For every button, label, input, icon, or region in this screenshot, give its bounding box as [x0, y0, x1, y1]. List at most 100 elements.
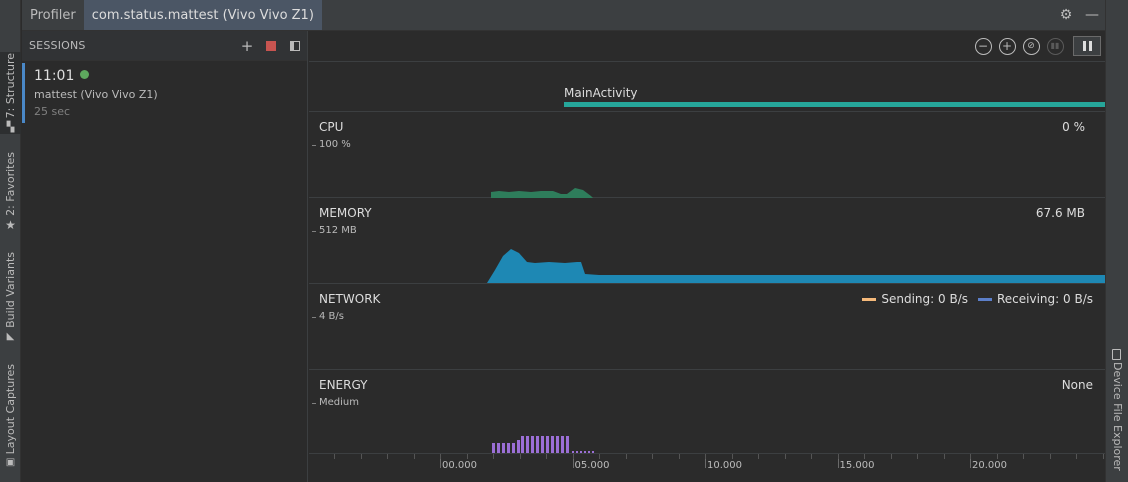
add-session-button[interactable]: +: [240, 36, 254, 55]
session-time: 11:01: [34, 68, 75, 84]
axis-minor-tick: [758, 454, 759, 459]
toggle-sessions-button[interactable]: [283, 40, 307, 51]
profiler-toolbar: − + ⊘ ▮▮: [309, 31, 1105, 62]
star-icon: ★: [5, 218, 16, 233]
axis-minor-tick: [970, 454, 971, 459]
cpu-usage-area: [491, 188, 593, 198]
pause-icon: [1082, 41, 1086, 51]
zoom-out-icon: −: [977, 39, 989, 53]
energy-usage-bars: [492, 436, 594, 453]
structure-icon: ▚: [6, 121, 15, 133]
energy-monitor[interactable]: ENERGY Medium None: [309, 370, 1105, 453]
left-tool-stripe: 7: Structure ▚ 2: Favorites ★ Build Vari…: [0, 0, 21, 482]
live-status-icon: [80, 70, 90, 79]
axis-minor-tick: [785, 454, 786, 459]
energy-chart: [492, 436, 594, 453]
axis-major-tick: [440, 454, 441, 468]
reset-zoom-icon: ⊘: [1027, 40, 1035, 51]
cpu-value: 0 %: [1062, 120, 1085, 134]
activity-bar[interactable]: [564, 102, 1105, 107]
axis-major-tick: [705, 454, 706, 468]
jump-to-live-icon: ▮▮: [1050, 41, 1060, 50]
axis-minor-tick: [626, 454, 627, 459]
sessions-panel: SESSIONS + 11:01 mattest (Vivo Vivo Z1) …: [22, 31, 308, 482]
memory-value: 67.6 MB: [1035, 206, 1085, 220]
axis-minor-tick: [652, 454, 653, 459]
pause-button[interactable]: [1073, 36, 1101, 56]
sessions-title: SESSIONS: [29, 39, 86, 52]
axis-minor-tick: [705, 454, 706, 459]
sending-label: Sending: 0 B/s: [881, 292, 968, 306]
memory-monitor[interactable]: MEMORY 512 MB 67.6 MB: [309, 198, 1105, 284]
activity-label: MainActivity: [564, 86, 638, 100]
sessions-header: SESSIONS +: [22, 31, 307, 61]
right-tool-stripe: Device File Explorer: [1105, 0, 1128, 482]
cpu-monitor[interactable]: CPU 100 % 0 %: [309, 112, 1105, 198]
network-title: NETWORK: [319, 292, 381, 306]
axis-minor-tick: [361, 454, 362, 459]
tool-window-favorites[interactable]: 2: Favorites ★: [0, 150, 21, 234]
network-legend: Sending: 0 B/s Receiving: 0 B/s: [852, 292, 1093, 306]
tool-window-layout-captures-label: Layout Captures: [4, 363, 17, 455]
reset-zoom-button[interactable]: ⊘: [1022, 37, 1040, 55]
network-monitor[interactable]: NETWORK 4 B/s Sending: 0 B/s Receiving: …: [309, 284, 1105, 370]
axis-minor-tick: [944, 454, 945, 459]
axis-minor-tick: [414, 454, 415, 459]
axis-tick-label: 00.000: [442, 460, 477, 471]
axis-minor-tick: [732, 454, 733, 459]
device-icon: [1112, 349, 1121, 360]
zoom-out-button[interactable]: −: [974, 37, 992, 55]
tab-process[interactable]: com.status.mattest (Vivo Vivo Z1): [83, 0, 322, 30]
axis-minor-tick: [811, 454, 812, 459]
energy-value: None: [1061, 378, 1093, 392]
axis-minor-tick: [891, 454, 892, 459]
stop-session-button[interactable]: [259, 40, 283, 51]
axis-minor-tick: [493, 454, 494, 459]
profiler-main: − + ⊘ ▮▮ MainActivity CPU 100 % 0 % MEMO…: [309, 31, 1105, 482]
jump-to-live-button[interactable]: ▮▮: [1046, 37, 1064, 55]
zoom-in-icon: +: [1001, 39, 1013, 53]
axis-minor-tick: [917, 454, 918, 459]
minimize-icon[interactable]: —: [1085, 7, 1099, 23]
axis-minor-tick: [546, 454, 547, 459]
network-scale: 4 B/s: [312, 311, 344, 322]
zoom-in-button[interactable]: +: [998, 37, 1016, 55]
timeline-axis[interactable]: 00.000 05.000 10.000 15.000 20.000: [309, 453, 1105, 482]
axis-minor-tick: [467, 454, 468, 459]
energy-scale: Medium: [312, 397, 359, 408]
axis-minor-tick: [599, 454, 600, 459]
axis-minor-tick: [864, 454, 865, 459]
tool-window-structure-label: 7: Structure: [4, 53, 17, 119]
axis-minor-tick: [1023, 454, 1024, 459]
axis-minor-tick: [520, 454, 521, 459]
axis-minor-tick: [573, 454, 574, 459]
axis-tick-label: 20.000: [972, 460, 1007, 471]
axis-minor-tick: [440, 454, 441, 459]
axis-minor-tick: [679, 454, 680, 459]
axis-minor-tick: [838, 454, 839, 459]
tool-window-structure[interactable]: 7: Structure ▚: [0, 52, 21, 134]
cpu-scale: 100 %: [312, 139, 351, 150]
legend-receiving: Receiving: 0 B/s: [978, 292, 1093, 306]
axis-major-tick: [970, 454, 971, 468]
android-icon: ◣: [6, 331, 15, 343]
axis-minor-tick: [1050, 454, 1051, 459]
tab-profiler[interactable]: Profiler: [30, 7, 76, 23]
axis-minor-tick: [387, 454, 388, 459]
tool-window-build-variants[interactable]: Build Variants ◣: [0, 250, 21, 344]
axis-tick-label: 05.000: [574, 460, 610, 471]
axis-tick-label: 15.000: [839, 460, 875, 471]
profiler-tab-bar: Profiler com.status.mattest (Vivo Vivo Z…: [22, 0, 1105, 31]
tool-window-layout-captures[interactable]: Layout Captures ▣: [0, 362, 21, 470]
tool-window-favorites-label: 2: Favorites: [4, 151, 17, 216]
receiving-swatch: [978, 297, 992, 301]
memory-title: MEMORY: [319, 206, 372, 220]
session-item[interactable]: 11:01 mattest (Vivo Vivo Z1) 25 sec: [22, 63, 308, 123]
gear-icon[interactable]: ⚙: [1059, 7, 1073, 23]
memory-chart: [487, 249, 1105, 283]
receiving-label: Receiving: 0 B/s: [997, 292, 1093, 306]
tool-window-device-file-explorer[interactable]: Device File Explorer: [1111, 362, 1124, 471]
axis-major-tick: [572, 454, 574, 468]
axis-minor-tick: [334, 454, 335, 459]
session-duration: 25 sec: [34, 105, 71, 118]
